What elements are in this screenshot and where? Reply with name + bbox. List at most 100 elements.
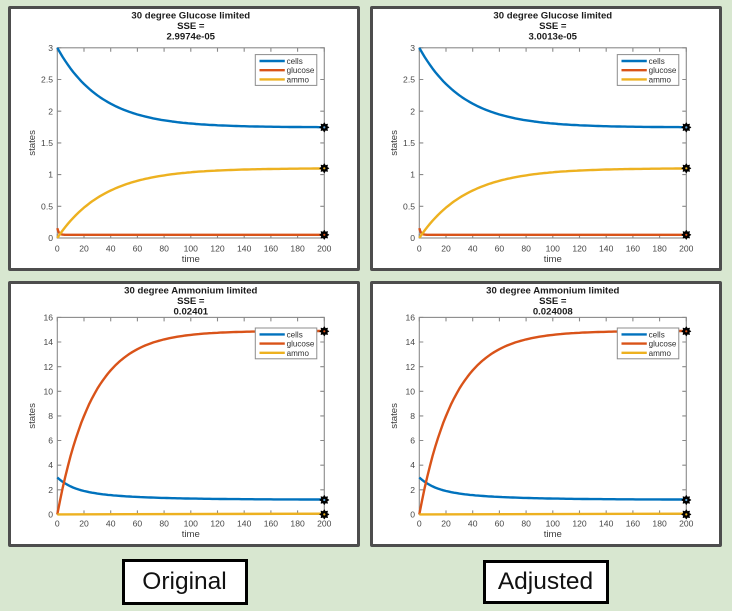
svg-text:0: 0 (417, 243, 422, 253)
svg-text:16: 16 (405, 312, 415, 322)
svg-text:states: states (389, 403, 400, 429)
svg-text:180: 180 (290, 243, 305, 253)
svg-text:states: states (27, 403, 38, 429)
svg-text:2.9974e-05: 2.9974e-05 (167, 31, 216, 42)
svg-text:states: states (389, 129, 400, 155)
svg-text:1.5: 1.5 (403, 137, 415, 147)
svg-text:120: 120 (210, 243, 225, 253)
svg-text:0.024008: 0.024008 (533, 306, 574, 317)
svg-text:time: time (182, 254, 200, 265)
svg-text:3: 3 (410, 42, 415, 52)
svg-text:4: 4 (410, 460, 415, 470)
svg-text:cells: cells (649, 56, 665, 65)
svg-text:0: 0 (48, 509, 53, 519)
svg-text:100: 100 (546, 519, 561, 529)
svg-text:10: 10 (405, 386, 415, 396)
svg-text:140: 140 (599, 519, 614, 529)
svg-text:140: 140 (599, 243, 614, 253)
svg-text:120: 120 (572, 243, 587, 253)
svg-text:140: 140 (237, 519, 252, 529)
svg-text:30 degree Glucose limited: 30 degree Glucose limited (131, 10, 250, 21)
svg-text:3: 3 (48, 42, 53, 52)
svg-text:40: 40 (468, 519, 478, 529)
svg-text:30 degree Ammonium limited: 30 degree Ammonium limited (486, 286, 619, 297)
svg-text:2.5: 2.5 (403, 74, 415, 84)
svg-text:cells: cells (287, 330, 303, 339)
svg-text:80: 80 (521, 243, 531, 253)
svg-text:glucose: glucose (287, 66, 315, 75)
svg-text:60: 60 (133, 519, 143, 529)
svg-text:0: 0 (48, 233, 53, 243)
svg-text:200: 200 (317, 243, 332, 253)
svg-text:30 degree Glucose limited: 30 degree Glucose limited (493, 10, 612, 21)
svg-text:ammo: ammo (287, 75, 310, 84)
svg-text:0.02401: 0.02401 (173, 306, 208, 317)
svg-text:160: 160 (626, 519, 641, 529)
svg-text:200: 200 (317, 519, 332, 529)
svg-text:0: 0 (417, 519, 422, 529)
svg-text:16: 16 (43, 312, 53, 322)
svg-text:80: 80 (159, 243, 169, 253)
svg-text:200: 200 (679, 243, 694, 253)
svg-text:120: 120 (572, 519, 587, 529)
svg-text:time: time (544, 254, 562, 265)
svg-text:6: 6 (48, 436, 53, 446)
svg-text:12: 12 (43, 362, 53, 372)
svg-text:SSE =: SSE = (539, 296, 567, 307)
svg-text:SSE =: SSE = (539, 20, 567, 31)
svg-text:60: 60 (495, 243, 505, 253)
svg-text:180: 180 (290, 519, 305, 529)
svg-text:4: 4 (48, 460, 53, 470)
svg-text:140: 140 (237, 243, 252, 253)
svg-text:states: states (27, 129, 38, 155)
svg-text:cells: cells (649, 330, 665, 339)
svg-text:100: 100 (184, 519, 199, 529)
svg-text:100: 100 (184, 243, 199, 253)
svg-text:2: 2 (48, 106, 53, 116)
svg-text:160: 160 (626, 243, 641, 253)
svg-text:10: 10 (43, 386, 53, 396)
svg-text:20: 20 (79, 519, 89, 529)
svg-text:180: 180 (652, 519, 667, 529)
svg-text:40: 40 (106, 519, 116, 529)
svg-text:20: 20 (79, 243, 89, 253)
svg-text:1.5: 1.5 (41, 137, 53, 147)
svg-text:ammo: ammo (649, 349, 672, 358)
svg-text:180: 180 (652, 243, 667, 253)
svg-text:40: 40 (468, 243, 478, 253)
svg-text:1: 1 (410, 169, 415, 179)
svg-text:ammo: ammo (287, 349, 310, 358)
svg-text:80: 80 (521, 519, 531, 529)
svg-text:2.5: 2.5 (41, 74, 53, 84)
svg-text:SSE =: SSE = (177, 296, 205, 307)
svg-text:time: time (544, 529, 562, 540)
svg-text:0.5: 0.5 (41, 201, 53, 211)
svg-text:160: 160 (264, 243, 279, 253)
svg-text:200: 200 (679, 519, 694, 529)
svg-text:80: 80 (159, 519, 169, 529)
svg-text:2: 2 (410, 106, 415, 116)
svg-text:0: 0 (55, 519, 60, 529)
svg-text:20: 20 (441, 519, 451, 529)
svg-text:1: 1 (48, 169, 53, 179)
svg-text:60: 60 (495, 519, 505, 529)
svg-text:12: 12 (405, 362, 415, 372)
svg-text:60: 60 (133, 243, 143, 253)
svg-text:ammo: ammo (649, 75, 672, 84)
svg-text:0: 0 (410, 233, 415, 243)
svg-text:6: 6 (410, 436, 415, 446)
svg-text:cells: cells (287, 56, 303, 65)
svg-text:40: 40 (106, 243, 116, 253)
svg-text:0: 0 (55, 243, 60, 253)
svg-text:20: 20 (441, 243, 451, 253)
svg-text:30 degree Ammonium limited: 30 degree Ammonium limited (124, 286, 257, 297)
svg-text:glucose: glucose (287, 340, 315, 349)
svg-text:100: 100 (546, 243, 561, 253)
svg-text:2: 2 (410, 485, 415, 495)
svg-text:0.5: 0.5 (403, 201, 415, 211)
svg-text:3.0013e-05: 3.0013e-05 (529, 31, 578, 42)
svg-text:glucose: glucose (649, 340, 677, 349)
svg-text:2: 2 (48, 485, 53, 495)
svg-text:time: time (182, 529, 200, 540)
svg-text:120: 120 (210, 519, 225, 529)
